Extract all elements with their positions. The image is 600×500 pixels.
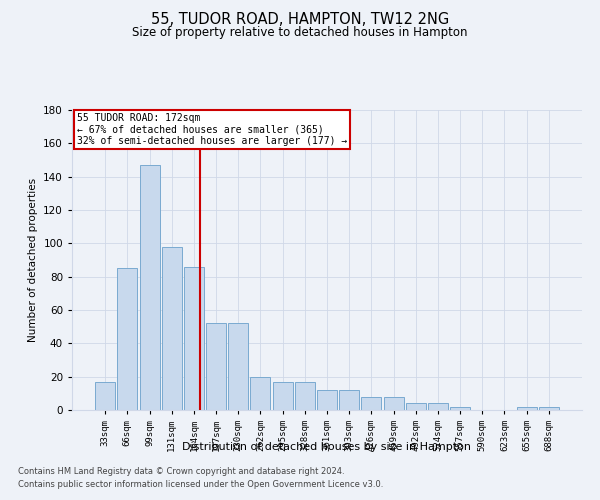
Text: 55, TUDOR ROAD, HAMPTON, TW12 2NG: 55, TUDOR ROAD, HAMPTON, TW12 2NG [151, 12, 449, 28]
Bar [162, 246, 182, 410]
Bar [95, 382, 115, 410]
Bar [361, 396, 382, 410]
Bar [339, 390, 359, 410]
Bar [295, 382, 315, 410]
Bar [428, 404, 448, 410]
Bar [140, 165, 160, 410]
Bar [406, 404, 426, 410]
Bar [184, 266, 204, 410]
Bar [250, 376, 271, 410]
Bar [118, 268, 137, 410]
Text: Distribution of detached houses by size in Hampton: Distribution of detached houses by size … [182, 442, 472, 452]
Text: Size of property relative to detached houses in Hampton: Size of property relative to detached ho… [132, 26, 468, 39]
Y-axis label: Number of detached properties: Number of detached properties [28, 178, 38, 342]
Bar [206, 324, 226, 410]
Bar [228, 324, 248, 410]
Bar [539, 406, 559, 410]
Text: Contains HM Land Registry data © Crown copyright and database right 2024.: Contains HM Land Registry data © Crown c… [18, 467, 344, 476]
Bar [383, 396, 404, 410]
Text: Contains public sector information licensed under the Open Government Licence v3: Contains public sector information licen… [18, 480, 383, 489]
Bar [272, 382, 293, 410]
Bar [450, 406, 470, 410]
Bar [317, 390, 337, 410]
Bar [517, 406, 536, 410]
Text: 55 TUDOR ROAD: 172sqm
← 67% of detached houses are smaller (365)
32% of semi-det: 55 TUDOR ROAD: 172sqm ← 67% of detached … [77, 113, 347, 146]
